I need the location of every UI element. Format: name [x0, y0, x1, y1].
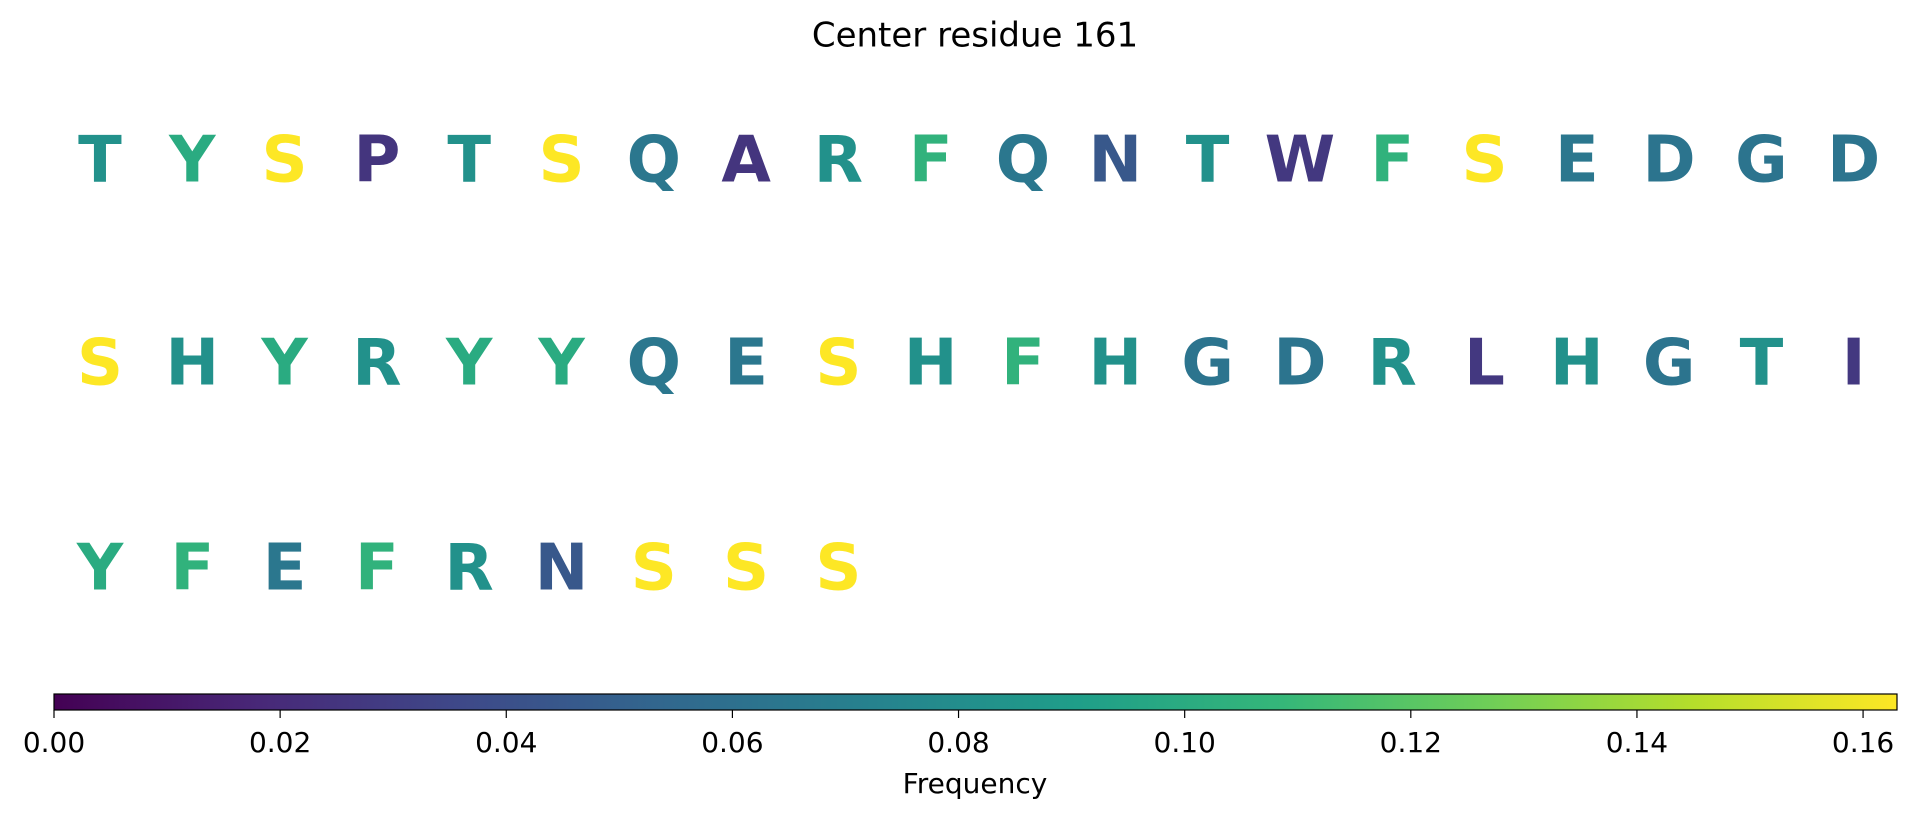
- residue-letter: Q: [627, 124, 681, 198]
- residue-letter: S: [77, 327, 123, 401]
- residue-letter: Q: [996, 124, 1050, 198]
- residue-letter: S: [815, 532, 861, 606]
- residue-letter: Y: [537, 327, 585, 401]
- residue-letter: S: [815, 327, 861, 401]
- residue-letter: N: [535, 532, 589, 606]
- residue-letter: E: [263, 532, 307, 606]
- residue-letter: H: [904, 327, 958, 401]
- residue-letter: G: [1181, 327, 1234, 401]
- residue-letter: F: [355, 532, 399, 606]
- residue-letter: P: [353, 124, 400, 198]
- residue-letter: Y: [168, 124, 216, 198]
- colorbar-tick-label: 0.06: [701, 726, 763, 759]
- residue-letter: H: [1089, 327, 1143, 401]
- residue-letter: Y: [76, 532, 124, 606]
- residue-letter: T: [1740, 327, 1784, 401]
- residue-letter: F: [1370, 124, 1414, 198]
- colorbar-tick-label: 0.04: [475, 726, 537, 759]
- residue-letter: T: [447, 124, 491, 198]
- colorbar-label: Frequency: [903, 767, 1048, 800]
- residue-letter: Q: [627, 327, 681, 401]
- residue-letter: T: [78, 124, 122, 198]
- residue-letter: F: [1001, 327, 1045, 401]
- residue-letter: R: [1368, 327, 1417, 401]
- colorbar-tick-label: 0.10: [1154, 726, 1216, 759]
- residue-letter: N: [1089, 124, 1143, 198]
- colorbar-tick-label: 0.14: [1606, 726, 1668, 759]
- residue-letter: R: [814, 124, 863, 198]
- residue-letter: S: [262, 124, 308, 198]
- residue-letter: R: [352, 327, 401, 401]
- colorbar-tick-label: 0.12: [1380, 726, 1442, 759]
- colorbar-tick-label: 0.16: [1832, 726, 1894, 759]
- residue-letter: I: [1842, 327, 1866, 401]
- colorbar-tick-label: 0.02: [249, 726, 311, 759]
- residue-letter: F: [170, 532, 214, 606]
- residue-letter: S: [723, 532, 769, 606]
- residue-letter: G: [1643, 327, 1696, 401]
- residue-letter: S: [538, 124, 584, 198]
- residue-letter: E: [724, 327, 768, 401]
- residue-letter: E: [1555, 124, 1599, 198]
- colorbar: [53, 693, 1898, 711]
- chart-title: Center residue 161: [812, 16, 1138, 56]
- residue-letter: A: [721, 124, 771, 198]
- residue-letter: S: [1461, 124, 1507, 198]
- residue-letter: S: [631, 532, 677, 606]
- residue-letter: W: [1265, 124, 1336, 198]
- residue-letter: H: [1550, 327, 1604, 401]
- residue-letter: Y: [445, 327, 493, 401]
- residue-letter: Y: [260, 327, 308, 401]
- residue-letter: L: [1464, 327, 1505, 401]
- residue-letter: D: [1827, 124, 1880, 198]
- colorbar-tick-label: 0.00: [23, 726, 85, 759]
- residue-letter: F: [909, 124, 953, 198]
- residue-letter: H: [166, 327, 220, 401]
- residue-letter: D: [1273, 327, 1326, 401]
- residue-letter: G: [1735, 124, 1788, 198]
- residue-letter: D: [1643, 124, 1696, 198]
- residue-letter: R: [445, 532, 494, 606]
- colorbar-tick-label: 0.08: [927, 726, 989, 759]
- residue-letter: T: [1186, 124, 1230, 198]
